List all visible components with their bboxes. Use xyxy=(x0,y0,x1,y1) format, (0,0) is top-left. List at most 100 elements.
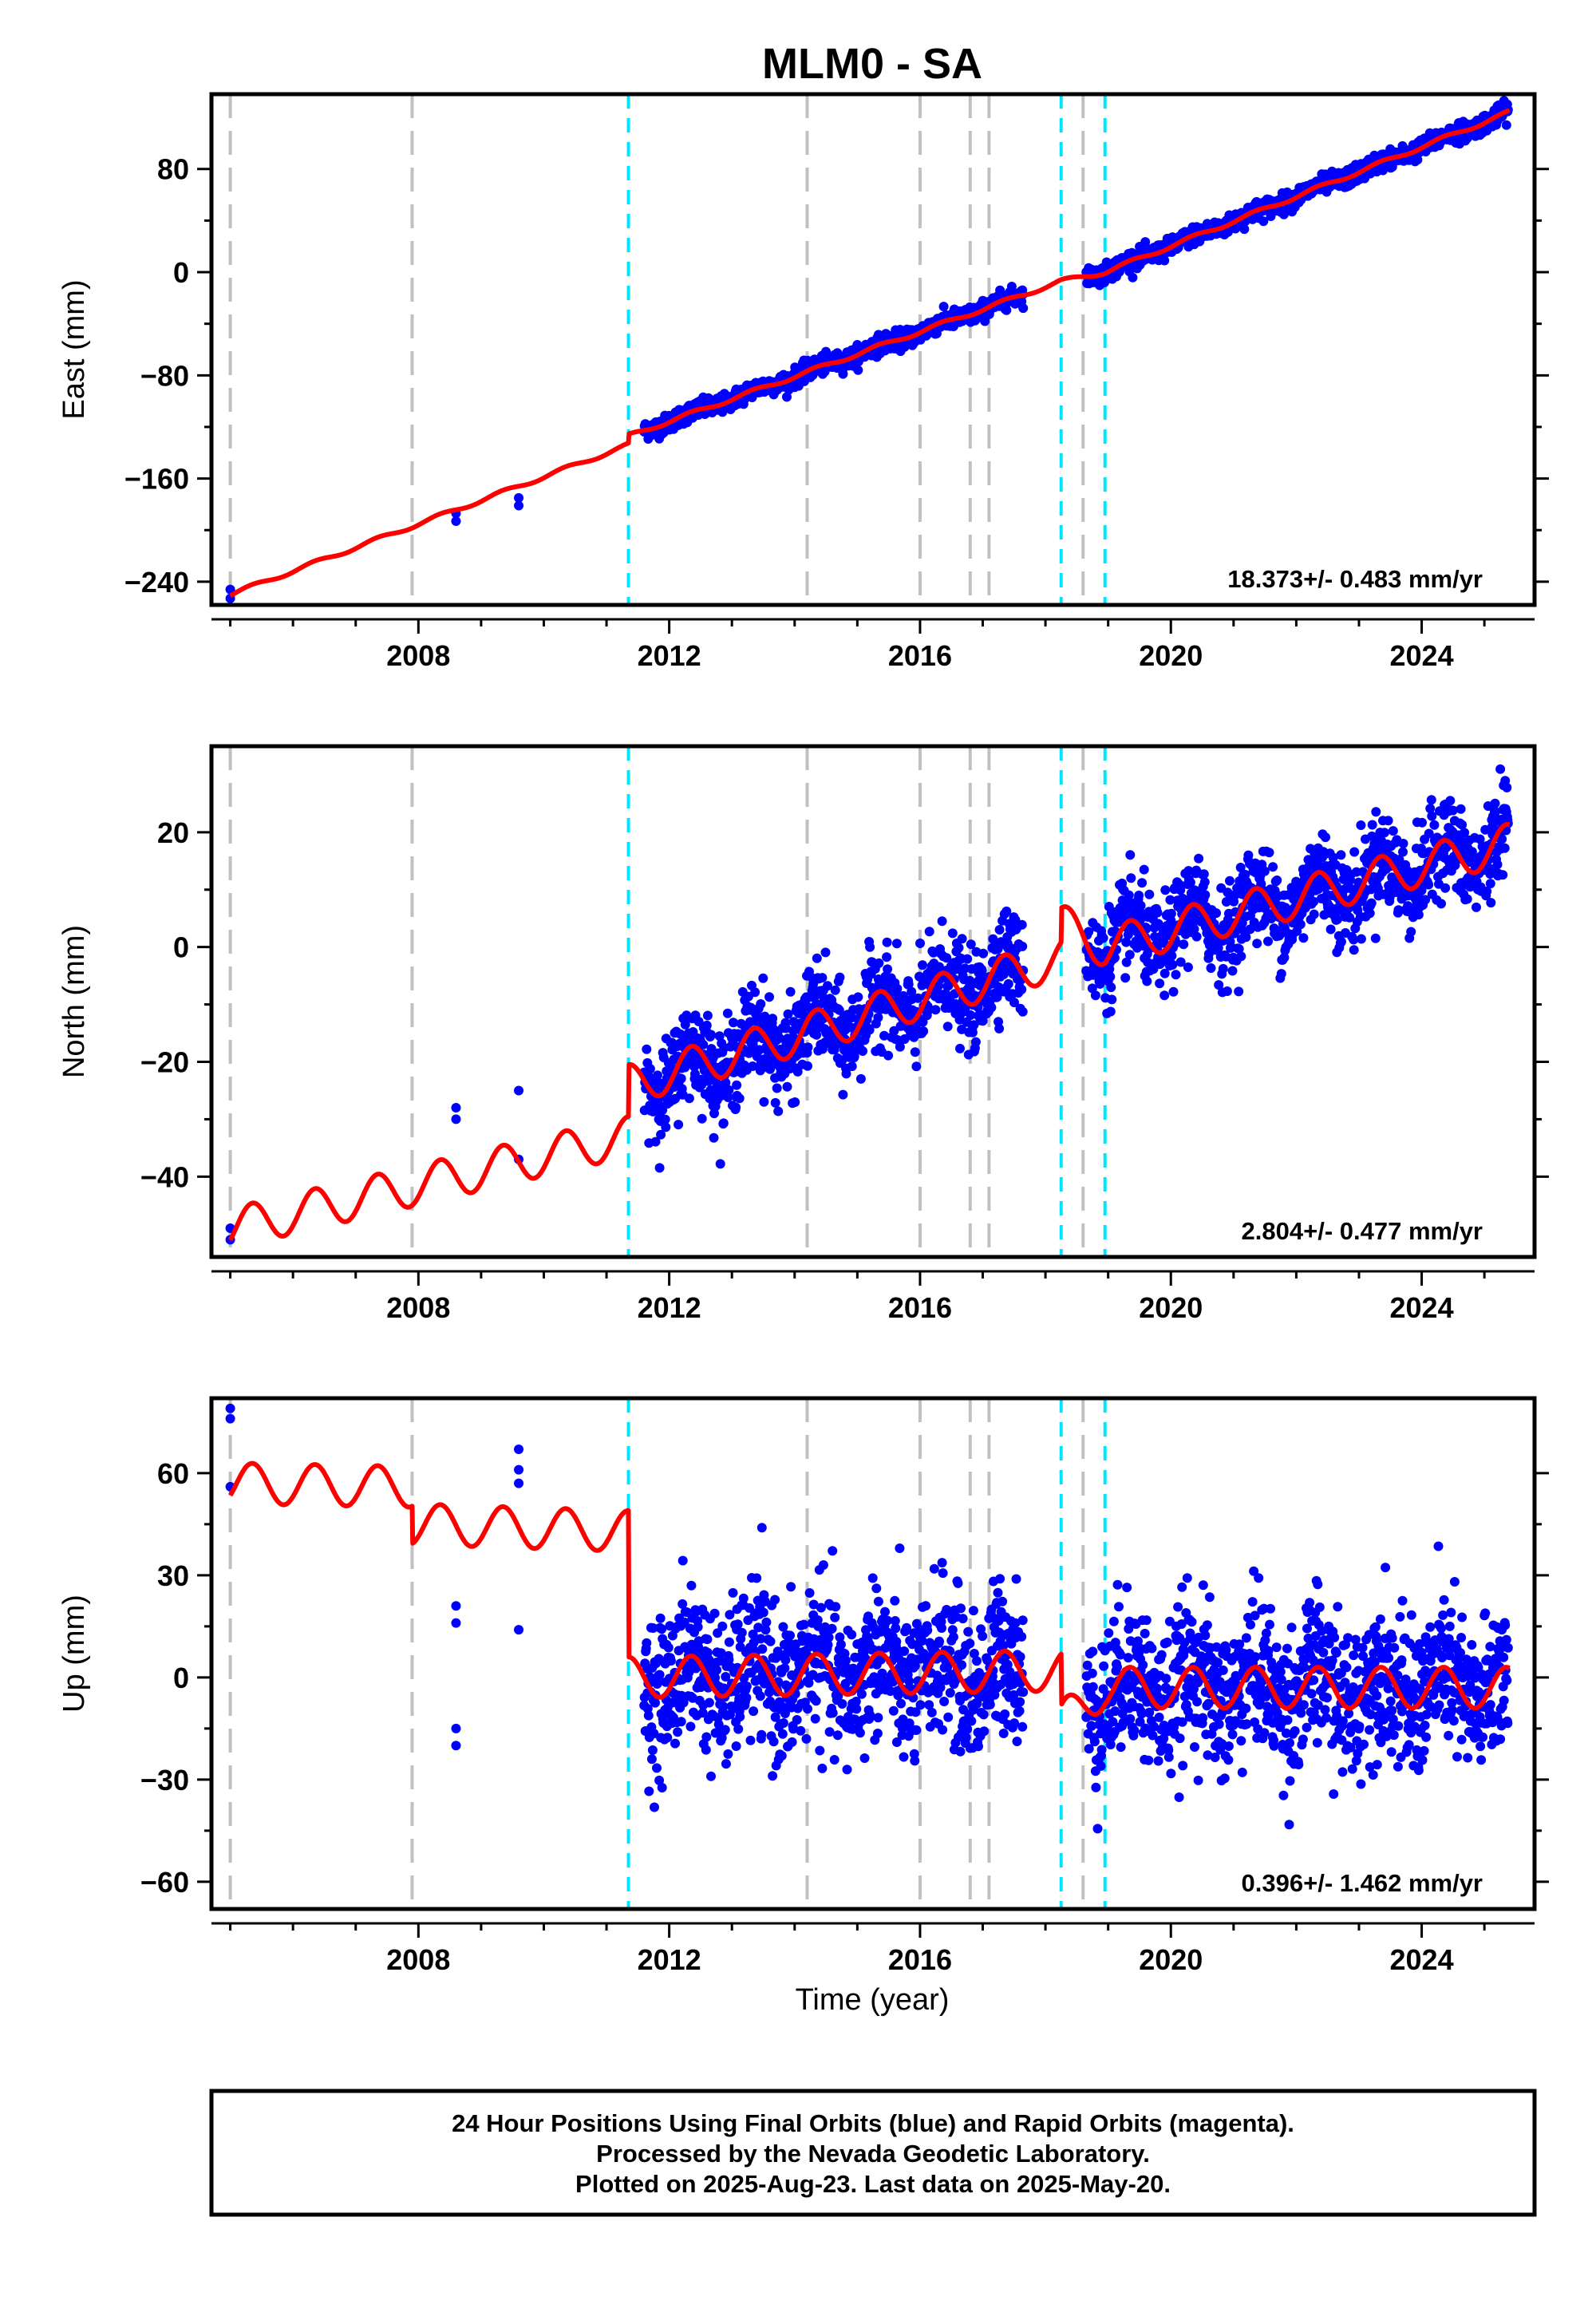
data-point xyxy=(880,1607,890,1617)
data-point xyxy=(1371,807,1381,817)
data-point xyxy=(670,1738,680,1749)
data-point xyxy=(978,1709,989,1720)
data-point xyxy=(647,1745,658,1755)
data-point xyxy=(1160,885,1171,895)
data-point xyxy=(757,1729,767,1740)
data-point xyxy=(974,1741,983,1752)
data-point xyxy=(955,1746,966,1757)
data-point xyxy=(918,960,927,970)
data-point xyxy=(972,1656,982,1666)
data-point xyxy=(709,1132,719,1143)
data-point xyxy=(1155,978,1165,989)
data-point xyxy=(924,927,934,937)
data-point xyxy=(778,1622,788,1632)
x-tick-label: 2016 xyxy=(888,639,952,672)
y-tick-label: −20 xyxy=(140,1046,189,1079)
data-point xyxy=(1126,873,1136,883)
data-point xyxy=(953,1578,963,1588)
data-point xyxy=(718,1118,729,1128)
data-point xyxy=(939,1697,950,1706)
data-point xyxy=(1017,1006,1028,1017)
data-point xyxy=(712,1665,722,1675)
data-point xyxy=(1090,990,1100,1001)
data-point xyxy=(865,1709,875,1720)
y-tick-label: 20 xyxy=(157,816,189,849)
data-point xyxy=(895,1543,905,1553)
data-point xyxy=(938,1568,948,1579)
data-point xyxy=(1096,1745,1107,1755)
data-point xyxy=(1017,1631,1027,1642)
data-point xyxy=(1367,820,1377,830)
data-point xyxy=(1298,933,1309,943)
data-point xyxy=(855,1728,865,1738)
data-point xyxy=(645,1064,655,1074)
data-point xyxy=(1336,850,1346,860)
data-point xyxy=(817,973,828,983)
data-point xyxy=(811,1696,821,1706)
data-point xyxy=(755,1691,765,1701)
data-point xyxy=(650,1802,659,1812)
final-orbit-points xyxy=(225,1403,1513,1834)
x-tick-label: 2020 xyxy=(1139,639,1203,672)
data-point xyxy=(970,1037,981,1047)
data-point xyxy=(1258,216,1269,227)
data-point xyxy=(676,1073,686,1084)
y-tick-label: −80 xyxy=(140,359,189,392)
data-point xyxy=(1462,894,1472,904)
data-point xyxy=(828,1708,838,1718)
data-point xyxy=(1388,826,1398,836)
y-tick-label: −160 xyxy=(124,463,189,496)
data-point xyxy=(957,934,967,944)
data-point xyxy=(1356,820,1366,830)
data-point xyxy=(728,1587,738,1598)
data-point xyxy=(978,948,989,958)
data-point xyxy=(686,1580,697,1591)
data-point xyxy=(847,1630,857,1640)
data-point xyxy=(937,1558,947,1568)
data-point xyxy=(644,1786,654,1796)
data-point xyxy=(1336,937,1346,947)
x-tick-label: 2012 xyxy=(638,639,701,672)
data-point xyxy=(780,1663,790,1674)
data-point xyxy=(867,1573,878,1583)
data-point xyxy=(1017,1615,1028,1626)
data-point xyxy=(1087,1668,1097,1678)
data-point xyxy=(1001,305,1012,315)
data-point xyxy=(815,1745,825,1756)
data-point xyxy=(673,1727,683,1737)
data-point xyxy=(657,1624,667,1634)
data-point xyxy=(832,1730,843,1741)
data-point xyxy=(803,1042,813,1053)
data-point xyxy=(706,1030,716,1040)
data-point xyxy=(947,928,958,939)
data-point xyxy=(655,1613,666,1623)
data-point xyxy=(666,1656,676,1666)
data-point xyxy=(790,1097,800,1107)
data-point xyxy=(817,1763,828,1773)
data-point xyxy=(654,1163,665,1173)
data-point xyxy=(837,1699,847,1709)
data-point xyxy=(873,1713,883,1723)
data-point xyxy=(829,1755,839,1765)
data-point xyxy=(735,1712,745,1722)
data-point xyxy=(674,1120,684,1130)
data-point xyxy=(872,1729,883,1738)
data-point xyxy=(1106,982,1116,993)
data-point xyxy=(662,1733,673,1743)
x-tick-label: 2008 xyxy=(386,639,450,672)
data-point xyxy=(1107,994,1117,1005)
data-point xyxy=(847,1061,857,1072)
data-point xyxy=(787,1737,797,1747)
data-point xyxy=(697,1113,707,1124)
y-tick-label: 80 xyxy=(157,153,189,186)
data-point xyxy=(1424,879,1434,890)
data-point xyxy=(1199,877,1210,887)
data-point xyxy=(824,1727,835,1737)
data-point xyxy=(1490,798,1500,808)
data-point xyxy=(724,1637,734,1647)
data-point xyxy=(1218,963,1228,974)
data-point xyxy=(1105,1006,1116,1017)
data-point xyxy=(1134,891,1144,900)
data-point xyxy=(1018,1687,1029,1697)
data-point xyxy=(678,1555,688,1566)
